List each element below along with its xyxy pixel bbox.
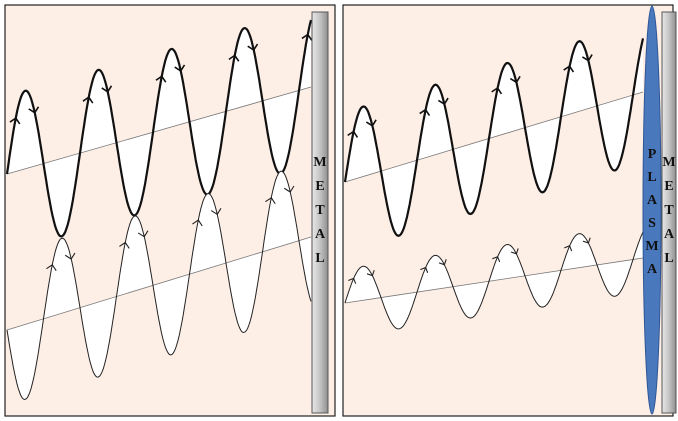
wave-direction-arrow [366, 270, 375, 277]
right-transmitted-wave [344, 231, 644, 330]
plasma-layer [642, 5, 662, 415]
wave-curve [343, 38, 645, 237]
wave-direction-arrow [82, 96, 94, 104]
wave-direction-arrow [438, 259, 447, 266]
wave-direction-arrow [64, 252, 76, 260]
wave-direction-arrow [301, 33, 313, 41]
wave-curve [5, 19, 313, 238]
wave-direction-arrow [174, 64, 186, 72]
wave-direction-arrow [228, 54, 240, 62]
wave-direction-arrow [564, 245, 573, 252]
wave-fill-area [7, 20, 311, 237]
wave-baseline [344, 91, 644, 183]
wave-direction-arrow [210, 208, 222, 215]
left-reflected-wave [6, 170, 312, 401]
wave-curve [6, 170, 312, 401]
wave-direction-arrow [491, 87, 503, 95]
left-incident-wave [5, 19, 313, 238]
right-incident-wave [343, 38, 645, 237]
wave-direction-arrow [510, 248, 519, 255]
wave-direction-arrow [46, 264, 57, 271]
wave-direction-arrow [420, 266, 429, 273]
wave-direction-arrow [9, 117, 21, 125]
wave-direction-arrow [119, 241, 130, 249]
wave-curve [344, 231, 644, 330]
left-metal-plate [311, 11, 329, 414]
wave-direction-arrow [365, 119, 377, 127]
wave-direction-arrow [347, 130, 359, 138]
right-metal-plate [661, 11, 677, 414]
wave-baseline [6, 86, 312, 175]
wave-direction-arrow [581, 54, 593, 62]
wave-direction-arrow [101, 85, 113, 93]
wave-direction-arrow [283, 185, 295, 193]
wave-fill-area [345, 38, 643, 236]
wave-direction-arrow [192, 219, 203, 227]
wave-direction-arrow [419, 108, 431, 117]
wave-direction-arrow [582, 237, 591, 244]
wave-baseline [344, 257, 644, 304]
wave-direction-arrow [492, 256, 501, 263]
wave-direction-arrow [247, 43, 259, 51]
wave-direction-arrow [137, 230, 149, 238]
wave-direction-arrow [437, 97, 449, 105]
wave-baseline [6, 236, 312, 331]
wave-direction-arrow [348, 277, 357, 284]
wave-direction-arrow [563, 65, 575, 73]
wave-direction-arrow [155, 75, 167, 83]
wave-fill-area [7, 171, 311, 400]
wave-direction-arrow [265, 197, 276, 204]
wave-direction-arrow [28, 106, 40, 114]
wave-direction-arrow [509, 75, 521, 84]
